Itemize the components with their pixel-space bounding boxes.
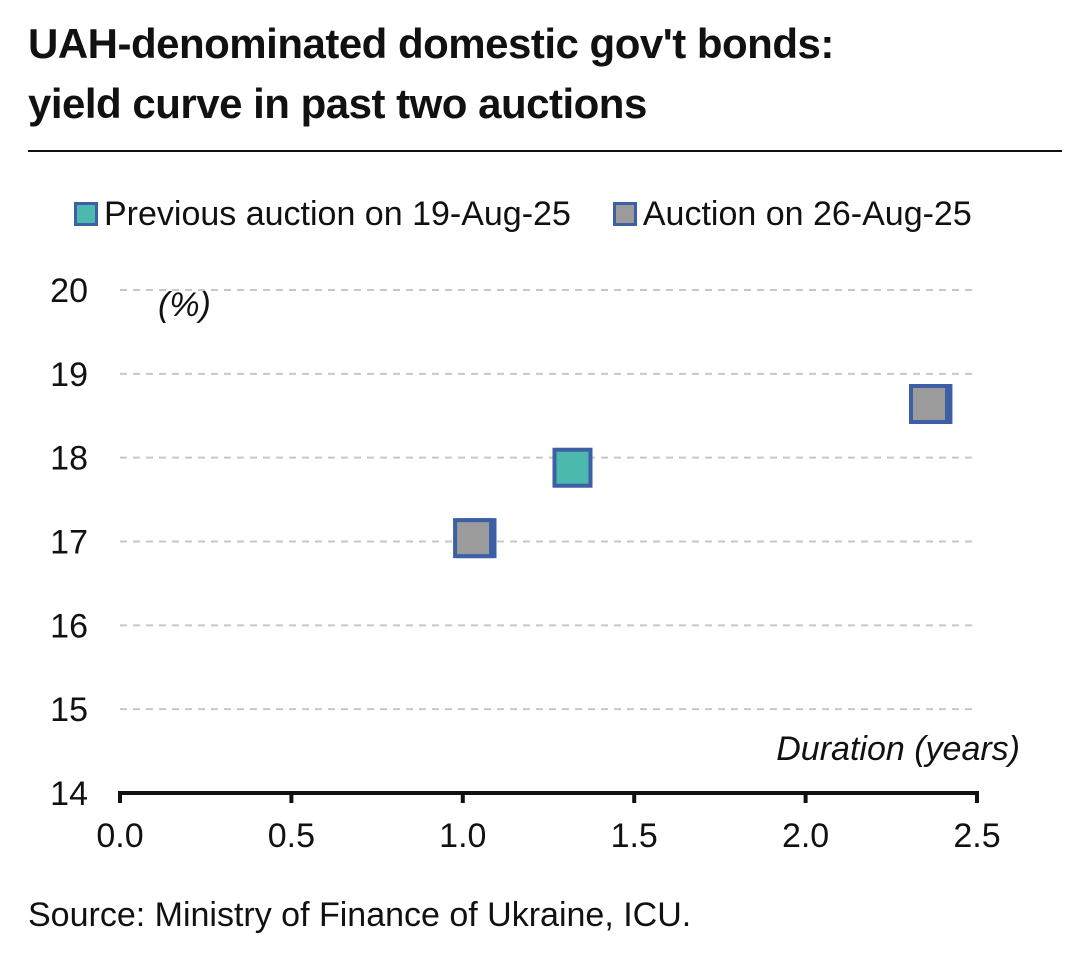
- y-tick-label-14: 14: [50, 775, 88, 813]
- y-tick-label-17: 17: [50, 524, 88, 562]
- legend-swatch-previous-auction: [74, 202, 98, 226]
- x-tick-label-2.5: 2.5: [953, 817, 1000, 855]
- x-tick-label-0.5: 0.5: [268, 817, 315, 855]
- chart-title-line-2: yield curve in past two auctions: [28, 80, 647, 127]
- legend-item-auction: Auction on 26-Aug-25: [612, 194, 972, 234]
- yield-curve-scatter-chart: 14 15 16 17 18 19 20 0.0 0.5 1.0 1.5 2.0 2.5 (%) Durat…: [50, 272, 1020, 855]
- legend-label-auction: Auction on 26-Aug-25: [642, 194, 972, 233]
- y-tick-label-19: 19: [50, 356, 88, 394]
- x-tick-label-0.0: 0.0: [96, 817, 143, 855]
- y-axis-label: (%): [158, 286, 211, 324]
- x-tick-label-1.0: 1.0: [439, 817, 486, 855]
- x-tick-label-1.5: 1.5: [611, 817, 658, 855]
- x-tick-label-2.0: 2.0: [782, 817, 829, 855]
- legend-label-previous-auction: Previous auction on 19-Aug-25: [104, 194, 571, 233]
- title-divider: [28, 150, 1062, 152]
- series-1-point-1: [909, 384, 950, 425]
- legend-item-previous-auction: Previous auction on 19-Aug-25: [74, 195, 571, 234]
- y-tick-label-16: 16: [50, 607, 88, 645]
- chart-legend: Previous auction on 19-Aug-25 Auction on…: [74, 193, 1014, 235]
- legend-swatch-auction: [612, 202, 637, 226]
- chart-title: UAH-denominated domestic gov't bonds: yi…: [28, 14, 1058, 134]
- x-axis-label: Duration (years): [776, 730, 1020, 768]
- y-tick-label-15: 15: [50, 691, 88, 729]
- series-1-point-0: [453, 518, 494, 559]
- source-note: Source: Ministry of Finance of Ukraine, …: [28, 896, 692, 934]
- series-0-point-1: [552, 447, 593, 488]
- y-tick-label-20: 20: [50, 272, 88, 310]
- chart-title-line-1: UAH-denominated domestic gov't bonds:: [28, 20, 834, 67]
- y-tick-label-18: 18: [50, 440, 88, 478]
